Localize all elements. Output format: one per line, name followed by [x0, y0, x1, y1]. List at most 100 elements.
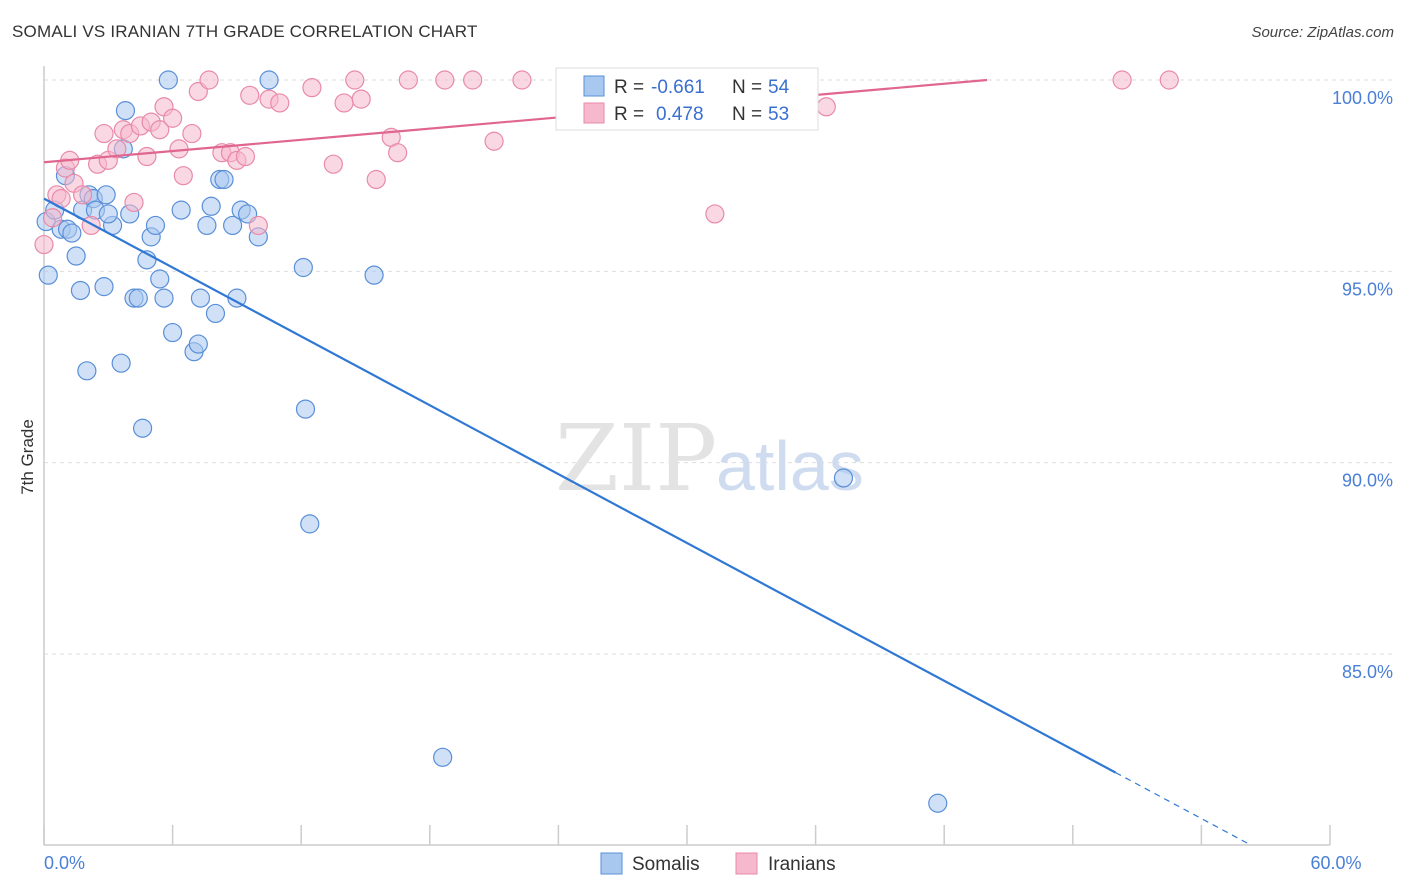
data-point: [398, 70, 418, 90]
data-point: [173, 166, 193, 186]
data-point: [833, 468, 854, 488]
data-point: [366, 169, 386, 190]
data-point: [463, 70, 483, 90]
data-point: [163, 322, 183, 343]
watermark-atlas: atlas: [716, 427, 864, 505]
watermark-zip: ZIP: [555, 405, 717, 512]
data-point: [66, 246, 86, 266]
data-point: [334, 93, 354, 113]
data-point: [240, 85, 260, 105]
somali-trend-line: [43, 197, 1117, 774]
data-point: [137, 146, 157, 167]
data-point: [150, 120, 170, 140]
data-point: [150, 269, 170, 289]
data-point: [96, 185, 116, 205]
y-tick-label: 90.0%: [1342, 471, 1393, 491]
data-point: [484, 131, 504, 151]
source-label: Source: ZipAtlas.com: [1251, 24, 1394, 41]
data-point: [38, 265, 58, 285]
somali-r-value: -0.661: [651, 77, 705, 98]
data-point: [351, 89, 371, 109]
trend-lines: [43, 78, 1251, 846]
data-point: [145, 215, 166, 236]
iranian-n-value: 53: [768, 104, 789, 125]
data-point: [435, 70, 455, 90]
top-legend: R = -0.661 N = 54 R = 0.478 N = 53: [555, 67, 819, 131]
bottom-legend-somali-label: Somalis: [632, 854, 700, 875]
data-point: [94, 277, 114, 297]
data-point: [70, 280, 91, 301]
data-point: [128, 288, 148, 308]
somali-n-label: N =: [732, 77, 762, 98]
data-point: [248, 215, 268, 236]
data-point: [345, 70, 365, 90]
y-tick-label: 95.0%: [1342, 279, 1393, 299]
bottom-legend: Somalis Iranians: [600, 852, 836, 875]
somali-n-value: 54: [768, 77, 790, 98]
data-point: [111, 353, 131, 373]
data-point: [163, 108, 183, 128]
data-point: [132, 418, 153, 438]
data-point: [124, 192, 144, 213]
data-point: [197, 215, 217, 236]
somali-r-label: R =: [614, 77, 644, 98]
data-point: [214, 169, 234, 190]
data-point: [42, 208, 63, 228]
data-point: [72, 185, 93, 205]
data-point: [182, 123, 202, 144]
data-point: [302, 78, 322, 98]
bottom-legend-iranian-swatch: [735, 852, 758, 875]
data-point: [235, 146, 256, 167]
data-point: [300, 514, 320, 534]
bottom-legend-iranian-label: Iranians: [768, 854, 836, 875]
y-tick-label: 100.0%: [1332, 88, 1393, 108]
y-axis-label: 7th Grade: [18, 419, 37, 495]
data-point: [816, 97, 836, 117]
data-point: [705, 204, 725, 224]
x-tick-marks: [43, 825, 1331, 845]
y-tick-labels: 85.0% 90.0% 95.0% 100.0%: [1332, 88, 1393, 682]
data-point: [1159, 70, 1179, 90]
x-tick-label-min: 0.0%: [44, 853, 85, 873]
iranian-n-label: N =: [732, 104, 762, 125]
data-point: [158, 70, 178, 90]
somali-legend-swatch: [583, 75, 605, 97]
data-point: [270, 93, 290, 113]
data-point: [1112, 70, 1132, 90]
iranian-trend-line: [43, 78, 988, 164]
data-point: [115, 101, 136, 121]
data-point: [77, 361, 97, 381]
bottom-legend-somali-swatch: [600, 852, 623, 875]
data-point: [388, 143, 408, 163]
data-point: [364, 265, 384, 285]
data-point: [433, 747, 453, 767]
data-point: [154, 288, 174, 308]
data-point: [295, 399, 316, 419]
data-point: [34, 234, 54, 255]
data-point: [205, 303, 226, 324]
data-point: [223, 215, 243, 236]
data-point: [201, 196, 221, 216]
data-point: [94, 123, 114, 144]
chart-title: SOMALI VS IRANIAN 7TH GRADE CORRELATION …: [12, 22, 478, 41]
data-point: [81, 215, 101, 236]
data-point: [188, 334, 208, 354]
data-point: [62, 223, 82, 243]
data-point: [107, 139, 127, 159]
y-tick-label: 85.0%: [1342, 662, 1393, 682]
data-point: [199, 70, 219, 90]
data-point: [928, 793, 948, 813]
data-point: [259, 70, 279, 90]
data-point: [98, 204, 118, 224]
iranian-r-value: 0.478: [656, 104, 704, 125]
x-tick-label-max: 60.0%: [1310, 853, 1361, 873]
iranian-r-label: R =: [614, 104, 644, 125]
data-point: [171, 200, 191, 220]
somali-trend-extension: [1115, 772, 1251, 846]
data-point: [512, 70, 532, 90]
data-point: [190, 288, 211, 308]
data-point: [293, 257, 313, 278]
data-point: [323, 154, 343, 174]
iranian-legend-swatch: [583, 102, 605, 124]
